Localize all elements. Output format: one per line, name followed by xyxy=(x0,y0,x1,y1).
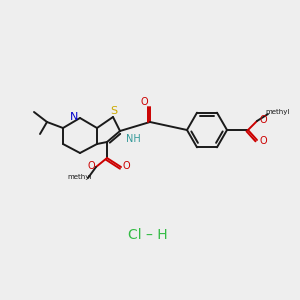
Text: NH: NH xyxy=(126,134,140,144)
Text: N: N xyxy=(70,112,78,122)
Text: O: O xyxy=(140,97,148,107)
Text: methyl: methyl xyxy=(68,174,92,180)
Text: O: O xyxy=(259,115,267,125)
Text: O: O xyxy=(259,136,267,146)
Text: S: S xyxy=(110,106,118,116)
Text: Cl – H: Cl – H xyxy=(128,228,168,242)
Text: O: O xyxy=(87,161,95,171)
Text: O: O xyxy=(122,161,130,171)
Text: methyl: methyl xyxy=(266,109,290,115)
